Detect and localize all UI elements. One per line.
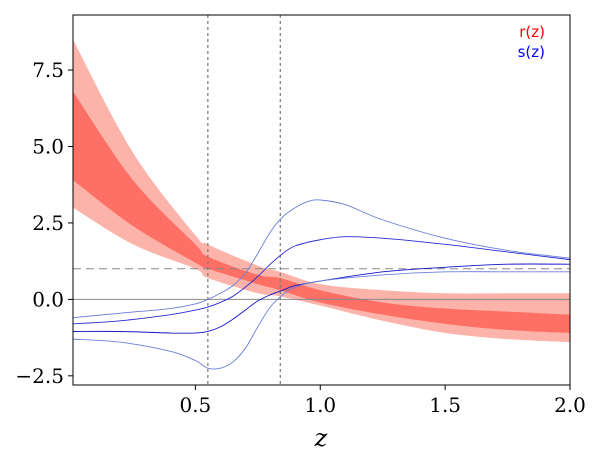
s-curve-3 (73, 271, 570, 370)
legend: r(z) s(z) (518, 23, 545, 61)
y-tick-label: −2.5 (15, 364, 64, 388)
reference-lines (73, 15, 570, 385)
plot-frame (72, 14, 571, 386)
y-tick-label: 0.0 (32, 287, 64, 311)
x-tick-label: 0.5 (179, 393, 211, 417)
s-curve-2 (73, 263, 570, 334)
y-tick-label: 2.5 (32, 211, 64, 235)
s-curve-0 (73, 199, 570, 319)
y-axis-ticks: −2.5 0.0 2.5 5.0 7.5 (15, 58, 73, 388)
x-axis-ticks: 0.5 1.0 1.5 2.0 (179, 385, 586, 417)
legend-label-0: r(z) (519, 23, 545, 41)
x-axis-title: z (314, 424, 328, 452)
r-band-outer (73, 39, 570, 343)
y-tick-label: 7.5 (32, 58, 64, 82)
r-bands (73, 39, 570, 343)
y-tick-label: 5.0 (32, 134, 64, 158)
s-curve-1 (73, 236, 570, 325)
x-tick-label: 2.0 (554, 393, 586, 417)
x-tick-label: 1.0 (304, 393, 336, 417)
plot-area (73, 15, 570, 385)
s-curves (73, 199, 570, 370)
x-tick-label: 1.5 (429, 393, 461, 417)
legend-label-1: s(z) (518, 43, 545, 61)
